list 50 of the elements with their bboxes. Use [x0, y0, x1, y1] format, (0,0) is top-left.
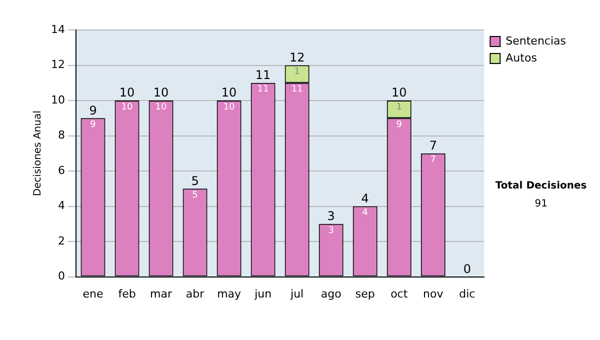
text: 91 — [534, 198, 548, 210]
total-label: 7 — [429, 138, 437, 153]
data-label: 10 — [223, 102, 236, 112]
data-label: 9 — [90, 120, 96, 130]
x-tick-label: ago — [320, 287, 342, 300]
legend-label: Sentencias — [506, 34, 566, 48]
x-tick-label: ene — [82, 287, 104, 300]
y-tick-label: 4 — [58, 199, 65, 212]
x-tick-label: may — [217, 287, 242, 300]
total-label: 0 — [463, 262, 471, 276]
y-tick-label: 12 — [50, 58, 65, 72]
x-tick-label: sep — [355, 287, 375, 300]
total-label: 10 — [391, 86, 407, 100]
data-label: 1 — [396, 102, 402, 112]
y-axis-title: Decisiones Anual — [32, 110, 44, 196]
total-label: 3 — [327, 209, 335, 224]
data-label: 4 — [362, 208, 368, 218]
total-label: 10 — [119, 86, 135, 100]
total-label: 4 — [361, 191, 369, 206]
data-label: 3 — [328, 226, 334, 236]
x-tick-label: mar — [150, 287, 172, 300]
data-label: 10 — [121, 102, 134, 112]
total-label: 12 — [289, 50, 305, 64]
x-tick-label: dic — [459, 287, 476, 300]
data-label: 10 — [155, 102, 168, 112]
y-tick-label: 6 — [58, 164, 65, 177]
y-tick-label: 14 — [50, 22, 65, 36]
total-label: 10 — [221, 86, 237, 100]
data-label: 11 — [291, 84, 303, 95]
x-tick-label: abr — [186, 287, 205, 300]
total-label: 9 — [89, 103, 97, 118]
data-label: 7 — [430, 155, 436, 166]
total-label: 10 — [153, 86, 169, 100]
data-label: 1 — [294, 67, 300, 78]
y-tick-label: 0 — [58, 270, 65, 283]
total-label: 11 — [255, 68, 271, 82]
x-tick-label: oct — [390, 287, 408, 300]
legend-label: Autos — [506, 51, 538, 64]
y-tick-label: 10 — [50, 93, 65, 106]
data-label: 9 — [396, 120, 402, 130]
x-tick-label: jul — [290, 287, 304, 300]
data-label: 5 — [192, 190, 198, 200]
text: Total Decisiones — [495, 180, 587, 192]
x-tick-label: jun — [254, 287, 272, 300]
y-tick-label: 8 — [58, 128, 65, 142]
total-label: 5 — [191, 174, 199, 188]
data-label: 11 — [257, 84, 269, 95]
x-tick-label: feb — [118, 287, 136, 300]
y-tick-label: 2 — [58, 234, 65, 248]
x-tick-label: nov — [423, 287, 444, 300]
